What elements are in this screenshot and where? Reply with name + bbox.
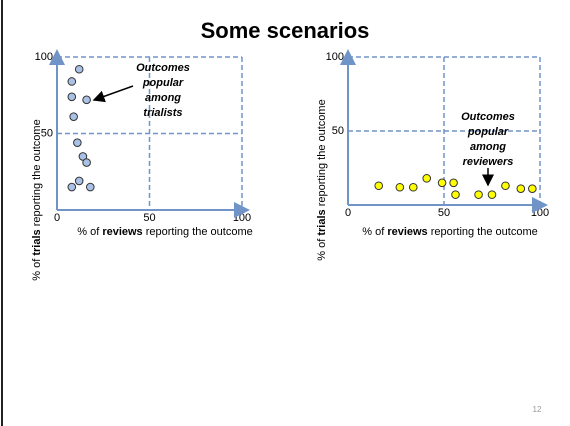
x-tick-label: 0 — [54, 212, 60, 224]
annotation: among — [470, 141, 506, 153]
x-axis-label-part: reviews — [387, 226, 427, 238]
annotation-arrow — [92, 85, 134, 103]
point — [516, 184, 526, 194]
annotation: popular — [142, 77, 184, 89]
point — [69, 112, 78, 121]
x-axis-label-part: reporting the outcome — [428, 226, 538, 238]
y-tick-label: 100 — [326, 51, 344, 63]
y-axis-label: % of trials reporting the outcome — [31, 119, 43, 280]
x-tick-label: 0 — [345, 207, 351, 219]
y-axis-label-part: % of — [316, 236, 328, 261]
annotation: trialists — [143, 107, 182, 119]
x-tick-label: 50 — [143, 212, 155, 224]
point — [67, 77, 77, 86]
point — [82, 158, 91, 167]
annotation: popular — [467, 126, 509, 138]
annotation: Outcomes — [136, 62, 190, 74]
annotation: reviewers — [463, 156, 514, 168]
point — [474, 190, 483, 199]
x-axis-label: % of reviews reporting the outcome — [77, 226, 253, 238]
annotation: among — [145, 92, 181, 104]
x-tick-label: 50 — [438, 207, 450, 219]
point — [408, 182, 418, 192]
point — [67, 182, 77, 192]
point — [74, 64, 84, 74]
y-axis-label-part: % of — [31, 256, 43, 281]
y-axis-label: % of trials reporting the outcome — [316, 99, 328, 260]
point — [451, 190, 460, 199]
point — [487, 190, 497, 199]
y-tick-label: 50 — [332, 125, 344, 137]
y-axis-label-part: reporting the outcome — [31, 119, 43, 229]
x-tick-label: 100 — [233, 212, 251, 224]
y-axis-label-part: trials — [316, 209, 328, 235]
point — [395, 182, 405, 192]
x-axis-label-part: reporting the outcome — [143, 226, 253, 238]
x-axis-label-part: % of — [77, 226, 102, 238]
y-tick-label: 100 — [35, 51, 53, 63]
point — [67, 92, 77, 102]
point — [74, 176, 84, 186]
x-axis-label: % of reviews reporting the outcome — [362, 226, 538, 238]
point — [501, 181, 510, 191]
y-axis-label-part: trials — [31, 229, 43, 255]
point — [374, 181, 384, 191]
point — [437, 178, 447, 188]
point — [422, 174, 432, 183]
x-axis-label-part: % of — [362, 226, 387, 238]
point — [86, 182, 95, 192]
annotation: Outcomes — [461, 111, 515, 123]
point — [449, 178, 458, 188]
slide-title: Some scenarios — [201, 18, 370, 43]
y-tick-label: 50 — [41, 127, 53, 139]
x-tick-label: 100 — [531, 207, 549, 219]
point — [73, 138, 82, 147]
x-axis-label-part: reviews — [102, 226, 142, 238]
point — [78, 152, 88, 161]
point — [528, 184, 537, 194]
page-number: 12 — [533, 405, 542, 414]
point — [82, 95, 91, 105]
y-axis-label-part: reporting the outcome — [316, 99, 328, 209]
